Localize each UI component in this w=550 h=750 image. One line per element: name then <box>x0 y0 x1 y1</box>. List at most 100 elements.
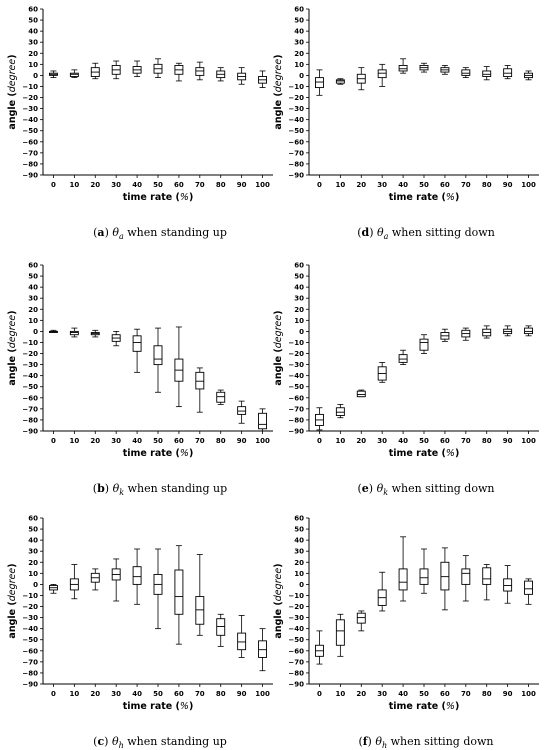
y-tick-label: −30 <box>22 361 38 369</box>
box-iqr <box>69 330 79 336</box>
box-100 <box>524 70 533 81</box>
x-tick-label: 60 <box>174 181 184 189</box>
x-tick-label: 60 <box>440 690 450 698</box>
box-iqr <box>419 568 429 585</box>
y-tick-label: −90 <box>288 172 304 180</box>
y-tick-label: 40 <box>294 537 304 545</box>
box-20 <box>356 67 366 91</box>
x-tick-label: 20 <box>356 690 366 698</box>
box-90 <box>237 67 247 85</box>
y-tick-label: −20 <box>288 94 304 102</box>
y-tick-label: 30 <box>28 39 38 47</box>
x-tick-label: 40 <box>132 690 142 698</box>
box-iqr <box>503 578 513 592</box>
x-tick-label: 20 <box>90 181 100 189</box>
box-70 <box>195 554 205 636</box>
box-iqr <box>237 632 247 651</box>
x-tick-label: 0 <box>317 181 322 189</box>
x-tick-label: 50 <box>419 437 429 445</box>
y-tick-label: 50 <box>28 273 38 281</box>
y-tick-label: 0 <box>299 581 304 589</box>
y-tick-label: 30 <box>28 295 38 303</box>
y-tick-label: −20 <box>22 603 38 611</box>
x-tick-label: 90 <box>237 690 247 698</box>
y-tick-label: −90 <box>22 681 38 689</box>
x-tick-label: 60 <box>174 690 184 698</box>
boxplot-panel-e: 6050403020100−10−20−30−40−50−60−70−80−90… <box>273 262 539 459</box>
box-100 <box>258 628 267 672</box>
x-tick-label: 40 <box>132 181 142 189</box>
y-tick-label: −80 <box>288 160 304 168</box>
y-tick-label: −70 <box>22 405 38 413</box>
box-iqr <box>482 567 492 585</box>
panel-caption-f: (f) θh when sitting down <box>358 735 494 750</box>
box-20 <box>356 610 366 632</box>
y-axis-label: angle (degree) <box>273 54 284 129</box>
y-tick-label: −60 <box>288 647 304 655</box>
y-tick-label: 40 <box>28 537 38 545</box>
boxplot-panel-c: 6050403020100−10−20−30−40−50−60−70−80−90… <box>7 515 273 712</box>
box-10 <box>335 613 345 657</box>
y-tick-label: −50 <box>22 636 38 644</box>
x-tick-label: 20 <box>356 181 366 189</box>
x-tick-label: 80 <box>482 437 492 445</box>
x-tick-label: 40 <box>398 690 408 698</box>
y-tick-label: −50 <box>288 127 304 135</box>
x-tick-label: 80 <box>216 690 226 698</box>
y-tick-label: −40 <box>22 372 38 380</box>
box-iqr <box>356 390 366 398</box>
box-30 <box>377 63 387 87</box>
y-tick-label: 50 <box>28 17 38 25</box>
y-tick-label: −90 <box>288 428 304 436</box>
panel-caption-e: (e) θk when sitting down <box>357 482 495 498</box>
x-axis-label: time rate (%) <box>123 448 194 459</box>
x-tick-label: 90 <box>503 181 513 189</box>
x-tick-label: 80 <box>482 181 492 189</box>
panel-caption-b: (b) θk when standing up <box>92 482 228 498</box>
box-iqr <box>216 391 226 403</box>
boxplot-panel-a: 6050403020100−10−20−30−40−50−60−70−80−90… <box>7 6 273 203</box>
box-iqr <box>419 338 429 351</box>
x-tick-label: 30 <box>111 690 121 698</box>
y-tick-label: −10 <box>22 592 38 600</box>
box-10 <box>69 564 79 600</box>
x-tick-label: 100 <box>255 181 270 189</box>
box-iqr <box>524 580 533 595</box>
y-tick-label: −70 <box>288 405 304 413</box>
x-tick-label: 10 <box>335 437 345 445</box>
box-20 <box>356 389 366 398</box>
x-tick-label: 80 <box>216 181 226 189</box>
y-tick-label: 30 <box>294 548 304 556</box>
x-tick-label: 90 <box>503 690 513 698</box>
y-tick-label: 0 <box>299 328 304 336</box>
box-iqr <box>216 618 226 636</box>
box-10 <box>335 78 345 85</box>
y-axis-label: angle (degree) <box>273 310 284 385</box>
y-tick-label: −20 <box>22 94 38 102</box>
x-tick-label: 10 <box>69 437 79 445</box>
x-tick-label: 50 <box>153 437 163 445</box>
x-tick-label: 0 <box>317 437 322 445</box>
box-50 <box>153 327 163 393</box>
x-axis-label: time rate (%) <box>123 701 194 712</box>
box-60 <box>440 328 450 342</box>
x-tick-label: 50 <box>419 181 429 189</box>
y-axis-label: angle (degree) <box>7 310 18 385</box>
y-tick-label: 10 <box>294 570 304 578</box>
box-70 <box>461 327 471 341</box>
x-tick-label: 30 <box>111 437 121 445</box>
y-axis-label: angle (degree) <box>273 563 284 638</box>
y-tick-label: −70 <box>22 658 38 666</box>
x-tick-label: 0 <box>317 690 322 698</box>
box-iqr <box>524 327 533 335</box>
box-20 <box>90 568 100 591</box>
y-tick-label: 10 <box>28 317 38 325</box>
y-tick-label: −70 <box>288 658 304 666</box>
box-30 <box>377 361 387 383</box>
y-tick-label: −40 <box>288 372 304 380</box>
box-30 <box>111 558 121 602</box>
y-tick-label: −50 <box>288 636 304 644</box>
x-tick-label: 60 <box>440 437 450 445</box>
box-0 <box>49 70 58 79</box>
